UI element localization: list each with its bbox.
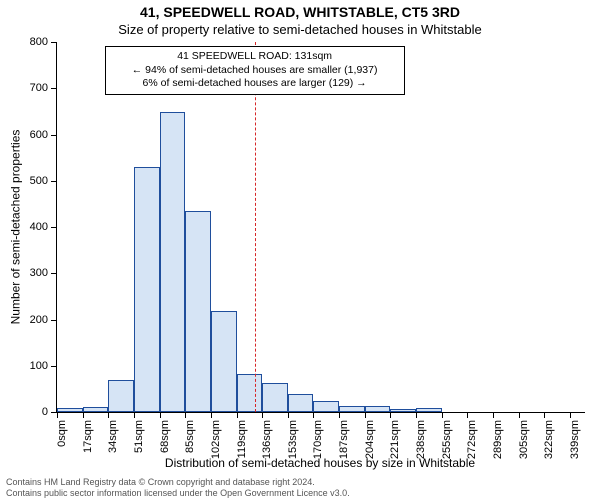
y-tick [51,366,57,367]
x-tick-label: 255sqm [441,420,453,459]
x-tick [390,412,391,418]
x-tick-label: 102sqm [210,420,222,459]
x-tick-label: 272sqm [466,420,478,459]
plot-area: 41 SPEEDWELL ROAD: 131sqm← 94% of semi-d… [56,42,585,413]
x-tick-label: 221sqm [389,420,401,459]
x-tick-label: 51sqm [133,420,145,453]
x-tick [339,412,340,418]
x-tick-label: 170sqm [312,420,324,459]
x-tick-label: 322sqm [543,420,555,459]
x-tick [185,412,186,418]
x-tick-label: 289sqm [492,420,504,459]
x-tick [365,412,366,418]
y-tick-label: 500 [0,175,48,187]
marker-line [255,42,256,412]
footer-line-1: Contains HM Land Registry data © Crown c… [6,477,594,487]
x-tick [467,412,468,418]
marker-callout-line: ← 94% of semi-detached houses are smalle… [112,64,398,78]
x-tick-label: 204sqm [364,420,376,459]
x-tick [160,412,161,418]
x-tick [83,412,84,418]
y-tick-label: 800 [0,36,48,48]
histogram-bar [108,380,134,412]
histogram-bar [185,211,211,412]
y-tick-label: 400 [0,221,48,233]
histogram-bar [390,409,416,412]
x-tick [544,412,545,418]
y-tick [51,227,57,228]
y-tick-label: 200 [0,314,48,326]
x-tick [519,412,520,418]
x-tick-label: 136sqm [261,420,273,459]
x-tick [134,412,135,418]
x-tick-label: 238sqm [415,420,427,459]
histogram-bar [57,408,83,412]
y-tick [51,181,57,182]
histogram-bar [416,408,442,412]
histogram-bar [160,112,186,412]
marker-callout: 41 SPEEDWELL ROAD: 131sqm← 94% of semi-d… [105,46,405,95]
marker-callout-line: 6% of semi-detached houses are larger (1… [112,77,398,91]
chart-container: 41, SPEEDWELL ROAD, WHITSTABLE, CT5 3RD … [0,0,600,500]
x-axis-title: Distribution of semi-detached houses by … [56,456,584,470]
chart-title-line2: Size of property relative to semi-detach… [0,22,600,37]
histogram-bar [211,311,237,412]
x-tick [57,412,58,418]
x-tick [442,412,443,418]
x-tick-label: 34sqm [107,420,119,453]
x-tick-label: 85sqm [184,420,196,453]
x-tick [416,412,417,418]
histogram-bar [134,167,160,412]
histogram-bar [313,401,339,412]
histogram-bar [237,374,263,412]
histogram-bar [365,406,391,412]
chart-title-line1: 41, SPEEDWELL ROAD, WHITSTABLE, CT5 3RD [0,4,600,20]
x-tick-label: 17sqm [82,420,94,453]
y-tick-label: 0 [0,406,48,418]
x-tick-label: 339sqm [569,420,581,459]
y-tick-label: 700 [0,82,48,94]
y-tick [51,320,57,321]
x-tick-label: 68sqm [159,420,171,453]
x-tick [570,412,571,418]
histogram-bar [288,394,314,413]
y-tick [51,273,57,274]
histogram-bar [262,383,288,412]
x-tick [211,412,212,418]
histogram-bar [339,406,365,412]
footer-attribution: Contains HM Land Registry data © Crown c… [6,477,594,498]
y-tick [51,42,57,43]
x-tick [262,412,263,418]
marker-callout-line: 41 SPEEDWELL ROAD: 131sqm [112,50,398,64]
y-tick [51,88,57,89]
x-tick-label: 0sqm [56,420,68,447]
footer-line-2: Contains public sector information licen… [6,488,594,498]
y-tick-label: 600 [0,129,48,141]
x-tick [313,412,314,418]
x-tick-label: 153sqm [287,420,299,459]
y-tick-label: 100 [0,360,48,372]
x-tick-label: 305sqm [518,420,530,459]
x-tick-label: 187sqm [338,420,350,459]
x-tick [237,412,238,418]
x-tick-label: 119sqm [236,420,248,458]
y-tick-label: 300 [0,267,48,279]
x-tick [288,412,289,418]
y-tick [51,135,57,136]
x-tick [108,412,109,418]
x-tick [493,412,494,418]
histogram-bar [83,407,109,412]
